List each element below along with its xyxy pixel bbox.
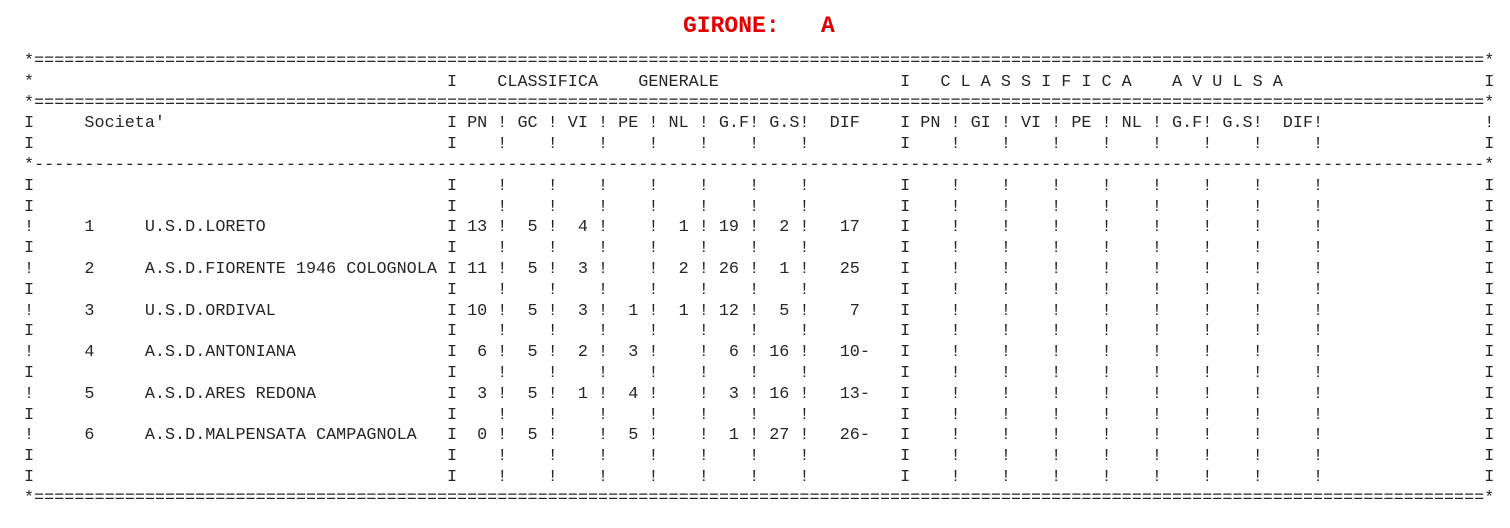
standings-table: *=======================================… (24, 52, 1495, 508)
girone-title: GIRONE: A (683, 13, 835, 39)
title-row: GIRONE: A (0, 0, 1510, 52)
